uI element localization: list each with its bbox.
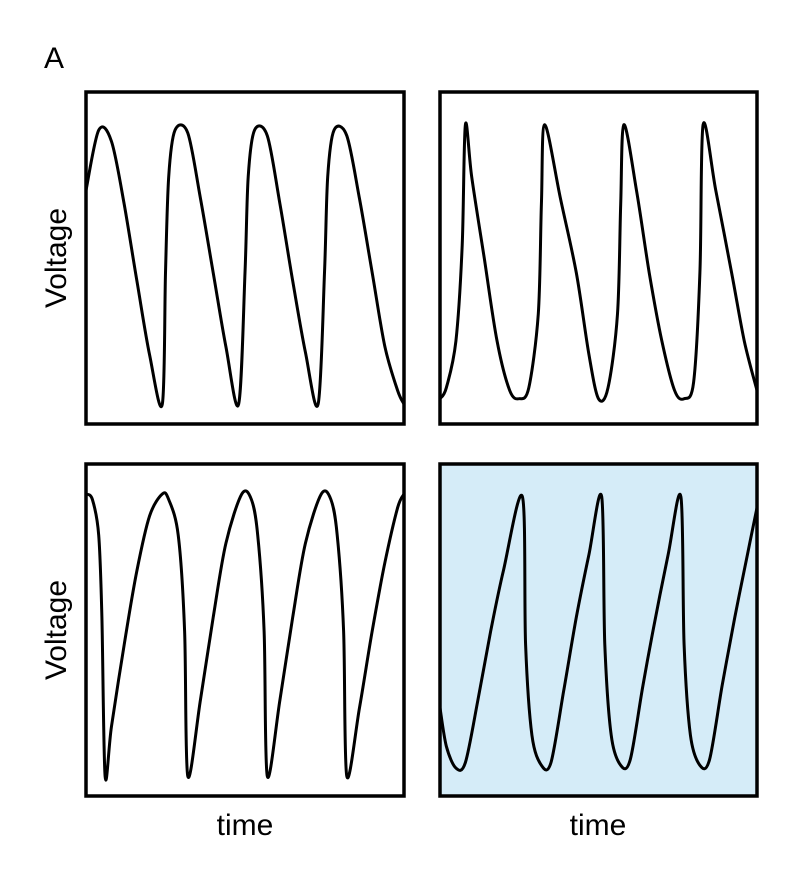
panel-label: A	[44, 42, 64, 75]
x-axis-label-right: time	[570, 809, 627, 842]
plot-frame	[438, 90, 759, 426]
plot-background	[440, 464, 757, 796]
waveform-line	[86, 123, 404, 409]
plot-frame	[84, 462, 406, 798]
y-axis-label-bottom: Voltage	[40, 580, 73, 680]
subplot-bottom-left	[84, 462, 406, 798]
subplot-top-left	[84, 90, 406, 426]
waveform-line	[440, 121, 757, 403]
plot-frame	[438, 462, 759, 798]
plot-frame	[84, 90, 406, 426]
x-axis-label-left: time	[217, 809, 274, 842]
subplot-top-right	[438, 90, 759, 426]
waveform-line	[440, 492, 757, 772]
subplot-bottom-right	[438, 462, 759, 798]
y-axis-label-top: Voltage	[40, 208, 73, 308]
plot-background	[86, 464, 404, 796]
waveform-line	[86, 489, 404, 782]
